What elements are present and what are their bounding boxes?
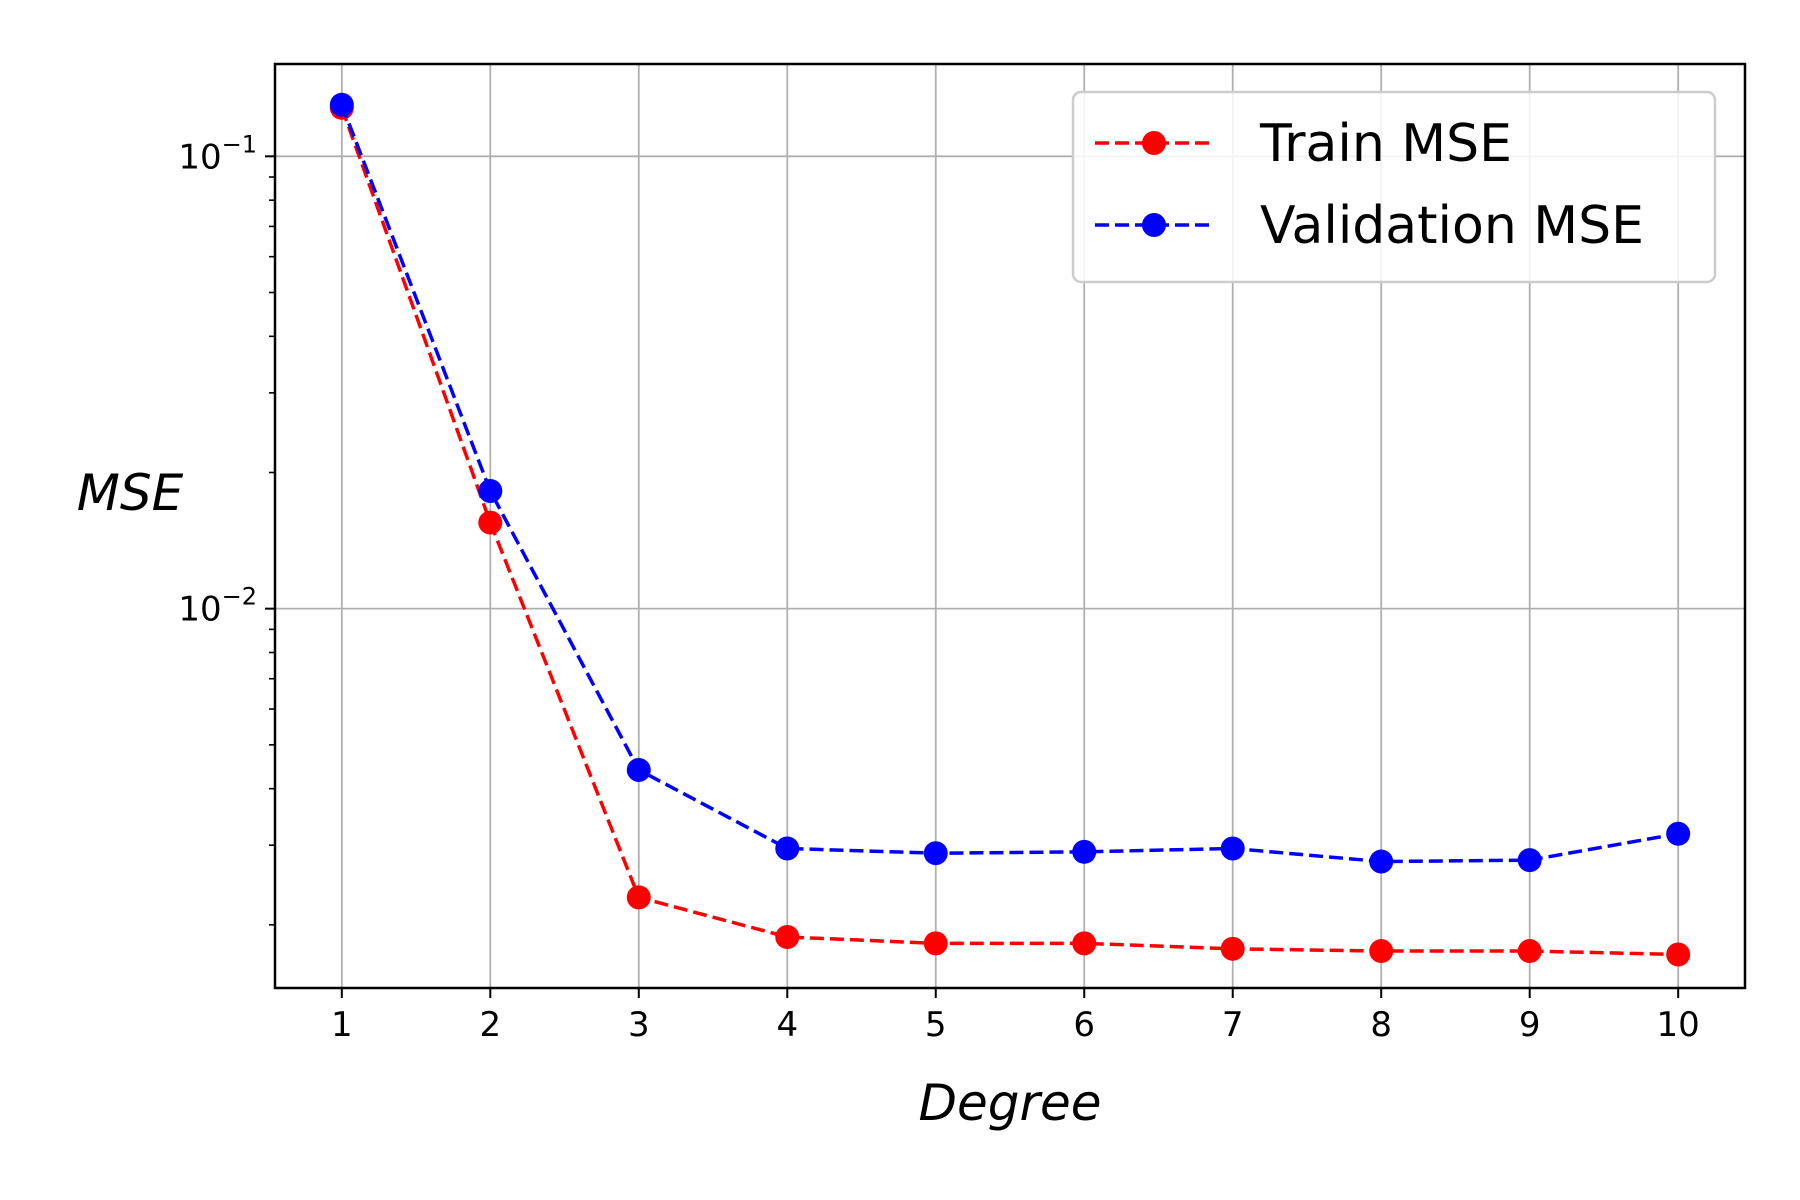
data-point — [775, 924, 800, 949]
data-point — [775, 836, 800, 861]
data-point — [923, 841, 948, 866]
x-tick-label: 7 — [1222, 1005, 1244, 1045]
data-point — [923, 931, 948, 956]
data-point — [478, 510, 503, 535]
x-tick-label: 1 — [331, 1005, 353, 1045]
series-train-mse — [329, 95, 1691, 967]
x-tick-label: 8 — [1370, 1005, 1392, 1045]
data-point — [1666, 821, 1691, 846]
data-point — [1517, 939, 1542, 964]
x-axis-title: Degree — [918, 1074, 1101, 1132]
data-point — [1517, 848, 1542, 873]
data-point — [1220, 936, 1245, 961]
legend-label: Train MSE — [1259, 114, 1512, 174]
legend-entry: Validation MSE — [1095, 196, 1644, 256]
data-point — [1072, 931, 1097, 956]
data-point — [626, 757, 651, 782]
series-line — [340, 107, 1679, 957]
legend-entry: Train MSE — [1095, 114, 1512, 174]
series-line — [340, 104, 1679, 864]
x-tick-label: 10 — [1657, 1005, 1700, 1045]
legend: Train MSE Validation MSE — [1071, 90, 1717, 284]
data-point — [1666, 942, 1691, 967]
series-validation-mse — [329, 92, 1691, 874]
data-point — [626, 885, 651, 910]
x-tick-label: 3 — [628, 1005, 650, 1045]
x-tick-label: 6 — [1073, 1005, 1095, 1045]
data-point — [478, 479, 503, 504]
data-point — [1369, 849, 1394, 874]
axis-ticks: 1 2 3 4 5 6 7 8 9 10 10−1 10−2 — [178, 130, 1699, 1045]
legend-marker — [1142, 213, 1166, 237]
legend-marker — [1142, 131, 1166, 155]
x-tick-label: 5 — [925, 1005, 947, 1045]
x-tick-label: 2 — [479, 1005, 501, 1045]
data-point — [1369, 939, 1394, 964]
legend-label: Validation MSE — [1260, 196, 1644, 256]
data-point — [329, 92, 354, 117]
x-tick-label: 4 — [776, 1005, 798, 1045]
data-point — [1072, 839, 1097, 864]
series-layer — [329, 92, 1691, 967]
y-tick-label: 10−2 — [178, 583, 257, 630]
data-point — [1220, 836, 1245, 861]
legend-box — [1071, 90, 1717, 284]
y-tick-label: 10−1 — [178, 130, 257, 177]
y-axis-title: MSE — [77, 464, 184, 522]
plot-frame — [273, 62, 1747, 990]
x-tick-label: 9 — [1519, 1005, 1541, 1045]
